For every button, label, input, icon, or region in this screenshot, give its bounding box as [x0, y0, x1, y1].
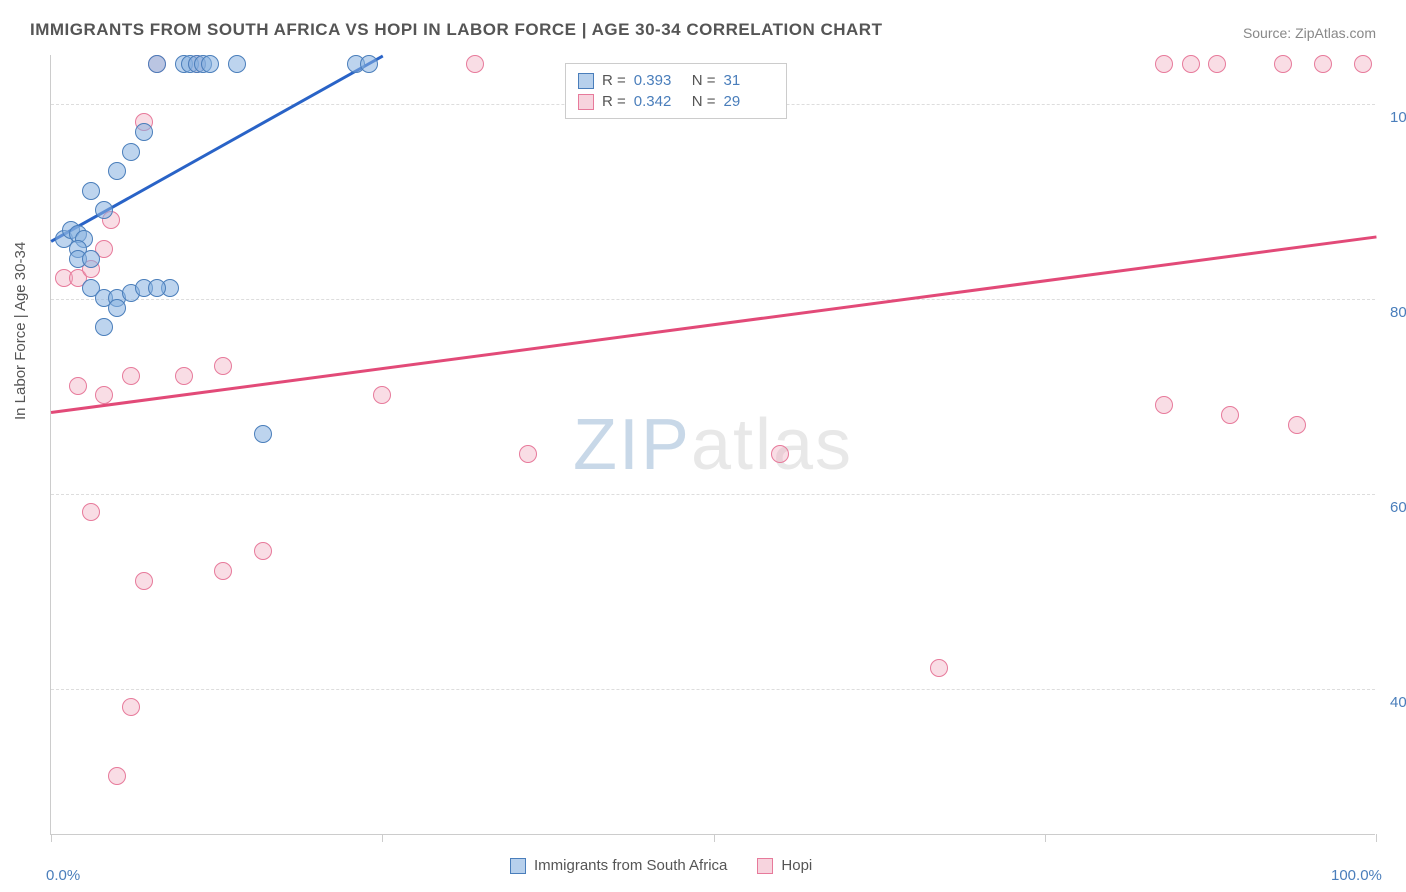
data-point-pink [373, 386, 391, 404]
data-point-blue [95, 318, 113, 336]
y-axis-title: In Labor Force | Age 30-34 [12, 242, 29, 420]
data-point-pink [108, 767, 126, 785]
stat-row-blue: R = 0.393 N = 31 [578, 70, 774, 91]
data-point-blue [148, 55, 166, 73]
data-point-pink [122, 698, 140, 716]
stat-row-pink: R = 0.342 N = 29 [578, 91, 774, 112]
data-point-pink [254, 542, 272, 560]
data-point-blue [108, 162, 126, 180]
y-tick-label: 80.0% [1390, 304, 1406, 321]
data-point-pink [930, 659, 948, 677]
data-point-pink [214, 357, 232, 375]
data-point-pink [214, 562, 232, 580]
legend-swatch-blue [578, 73, 594, 89]
y-tick-label: 100.0% [1390, 109, 1406, 126]
legend-item-pink: Hopi [757, 857, 812, 874]
data-point-pink [1274, 55, 1292, 73]
data-point-pink [1221, 406, 1239, 424]
data-point-blue [135, 123, 153, 141]
chart-plot-area: ZIPatlas 40.0%60.0%80.0%100.0%0.0%100.0% [50, 55, 1375, 835]
data-point-pink [1288, 416, 1306, 434]
data-point-pink [1155, 55, 1173, 73]
x-tick-label: 0.0% [46, 867, 80, 884]
data-point-blue [254, 425, 272, 443]
source-label: Source: ZipAtlas.com [1243, 25, 1376, 41]
y-tick-label: 60.0% [1390, 499, 1406, 516]
data-point-pink [82, 503, 100, 521]
x-tick [382, 834, 383, 842]
x-tick [714, 834, 715, 842]
data-point-blue [95, 201, 113, 219]
data-point-blue [82, 250, 100, 268]
watermark-zip: ZIP [573, 405, 691, 485]
y-tick-label: 40.0% [1390, 694, 1406, 711]
data-point-pink [1208, 55, 1226, 73]
gridline [51, 689, 1375, 690]
data-point-pink [519, 445, 537, 463]
x-tick [1376, 834, 1377, 842]
regression-line-pink [51, 235, 1376, 413]
data-point-pink [1182, 55, 1200, 73]
gridline [51, 494, 1375, 495]
data-point-pink [1354, 55, 1372, 73]
gridline [51, 299, 1375, 300]
data-point-pink [1314, 55, 1332, 73]
r-value: 0.342 [634, 93, 684, 110]
data-point-blue [201, 55, 219, 73]
data-point-blue [360, 55, 378, 73]
data-point-blue [122, 143, 140, 161]
watermark-atlas: atlas [691, 405, 853, 485]
series-legend: Immigrants from South Africa Hopi [510, 857, 812, 874]
data-point-pink [135, 572, 153, 590]
correlation-stats-box: R = 0.393 N = 31 R = 0.342 N = 29 [565, 63, 787, 119]
n-label: N = [692, 72, 716, 89]
x-tick [1045, 834, 1046, 842]
data-point-pink [771, 445, 789, 463]
r-label: R = [602, 72, 626, 89]
data-point-blue [108, 299, 126, 317]
legend-label: Immigrants from South Africa [534, 857, 727, 874]
n-value: 29 [724, 93, 774, 110]
x-tick-label: 100.0% [1331, 867, 1382, 884]
legend-swatch-pink [757, 858, 773, 874]
n-value: 31 [724, 72, 774, 89]
legend-swatch-pink [578, 94, 594, 110]
data-point-pink [69, 377, 87, 395]
data-point-pink [1155, 396, 1173, 414]
n-label: N = [692, 93, 716, 110]
legend-swatch-blue [510, 858, 526, 874]
data-point-blue [148, 279, 166, 297]
data-point-pink [466, 55, 484, 73]
data-point-blue [228, 55, 246, 73]
data-point-pink [175, 367, 193, 385]
chart-title: IMMIGRANTS FROM SOUTH AFRICA VS HOPI IN … [30, 20, 882, 40]
data-point-blue [82, 182, 100, 200]
r-value: 0.393 [634, 72, 684, 89]
watermark: ZIPatlas [573, 404, 853, 486]
x-tick [51, 834, 52, 842]
legend-item-blue: Immigrants from South Africa [510, 857, 727, 874]
r-label: R = [602, 93, 626, 110]
data-point-pink [122, 367, 140, 385]
data-point-pink [95, 386, 113, 404]
legend-label: Hopi [781, 857, 812, 874]
